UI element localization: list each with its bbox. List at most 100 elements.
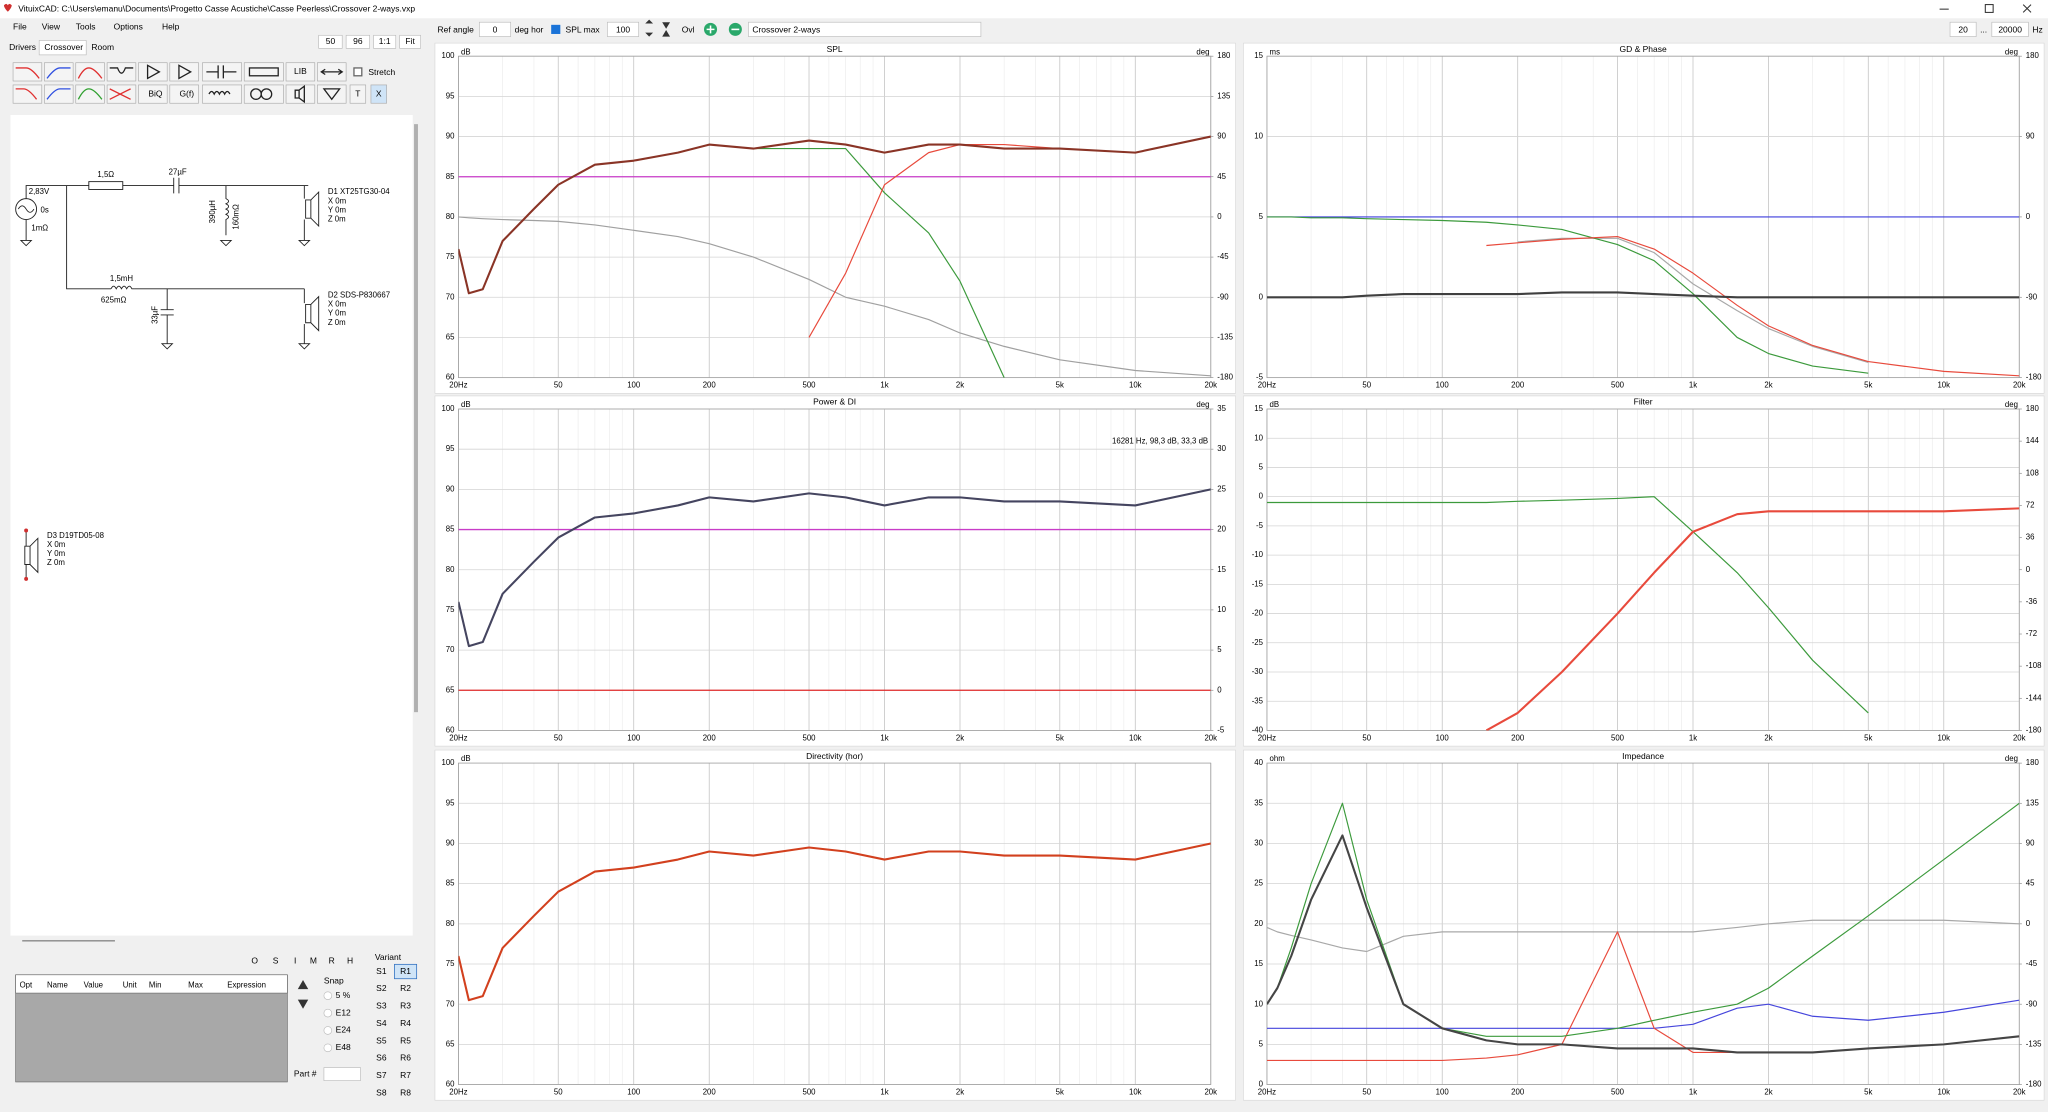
menu-item[interactable]: View bbox=[42, 22, 61, 32]
variant-selected[interactable] bbox=[394, 963, 418, 980]
opt-button[interactable]: I bbox=[294, 955, 296, 965]
menu-item[interactable]: Tools bbox=[76, 22, 96, 32]
opt-button[interactable]: H bbox=[347, 955, 353, 965]
tool-button[interactable] bbox=[75, 62, 105, 82]
zoom-value[interactable]: 1:1 bbox=[379, 36, 391, 46]
tool-button[interactable] bbox=[106, 62, 137, 82]
chart-panel bbox=[434, 749, 1236, 1101]
sort-icon[interactable] bbox=[662, 22, 671, 37]
zoom-value[interactable]: Fit bbox=[405, 36, 415, 46]
terminal bbox=[24, 576, 29, 581]
zoom-input[interactable] bbox=[318, 34, 343, 49]
active-tab[interactable] bbox=[38, 40, 87, 56]
spl-max-checkbox[interactable] bbox=[551, 24, 561, 34]
tool-button[interactable] bbox=[75, 84, 105, 104]
variant-button[interactable]: S6 bbox=[376, 1053, 387, 1063]
maximize-button[interactable] bbox=[1984, 4, 1994, 13]
menu-item[interactable]: Help bbox=[162, 22, 180, 32]
schematic-area[interactable] bbox=[10, 114, 413, 936]
zoom-button[interactable] bbox=[373, 34, 397, 49]
button-label[interactable]: X bbox=[376, 88, 382, 98]
variant-button[interactable]: S4 bbox=[376, 1018, 387, 1028]
y2-tick-label: 90 bbox=[1217, 132, 1226, 141]
variant-button[interactable]: R5 bbox=[400, 1035, 411, 1045]
y-tick-label: 95 bbox=[446, 444, 455, 453]
ref-angle-input[interactable] bbox=[479, 21, 512, 37]
spin-icon[interactable] bbox=[645, 19, 654, 37]
variant-button[interactable]: S5 bbox=[376, 1035, 387, 1045]
tool-button[interactable] bbox=[138, 62, 168, 82]
radio[interactable] bbox=[323, 1043, 333, 1053]
fmax-input[interactable] bbox=[1991, 21, 2029, 37]
y2-tick-label: 25 bbox=[1217, 484, 1226, 493]
button-label[interactable]: G(f) bbox=[179, 88, 194, 98]
opt-button[interactable]: S bbox=[273, 955, 279, 965]
fmin-input[interactable] bbox=[1949, 21, 1977, 37]
button-label[interactable]: T bbox=[355, 88, 360, 98]
tool-button[interactable] bbox=[317, 84, 347, 104]
tool-button[interactable] bbox=[169, 62, 199, 82]
menu-item[interactable]: File bbox=[13, 22, 27, 32]
driver-name[interactable]: D1 XT25TG30-04 bbox=[328, 187, 390, 196]
label: Part # bbox=[294, 1068, 317, 1078]
zoom-input[interactable] bbox=[345, 34, 370, 49]
opt-button[interactable]: M bbox=[310, 955, 317, 965]
window-title: VituixCAD: C:\Users\emanu\Documents\Prog… bbox=[18, 3, 415, 13]
scrollbar[interactable] bbox=[414, 124, 418, 713]
y-unit: dB bbox=[461, 47, 471, 56]
variant-button[interactable]: S1 bbox=[376, 966, 387, 976]
part-input[interactable] bbox=[323, 1067, 361, 1081]
y-tick-label: -35 bbox=[1252, 696, 1264, 705]
spl-max-input[interactable] bbox=[607, 21, 640, 37]
variant-button[interactable]: R4 bbox=[400, 1018, 411, 1028]
driver-name[interactable]: D3 D19TD05-08 bbox=[47, 531, 105, 540]
tool-button[interactable] bbox=[12, 62, 43, 82]
y-tick-label: 5 bbox=[1259, 463, 1264, 472]
button-label[interactable]: BiQ bbox=[148, 88, 163, 98]
variant-button[interactable]: R7 bbox=[400, 1070, 411, 1080]
variant-button[interactable]: S3 bbox=[376, 1001, 387, 1011]
tool-button[interactable] bbox=[285, 62, 316, 82]
tab[interactable]: Drivers bbox=[9, 42, 36, 52]
variant-button[interactable]: S2 bbox=[376, 983, 387, 993]
tool-button[interactable] bbox=[44, 62, 74, 82]
tool-button[interactable] bbox=[202, 84, 242, 104]
zoom-button[interactable] bbox=[399, 34, 421, 49]
variant-button[interactable]: S8 bbox=[376, 1087, 387, 1097]
driver-name[interactable]: D2 SDS-P830667 bbox=[328, 290, 390, 299]
stretch-checkbox[interactable] bbox=[353, 67, 363, 77]
tool-button[interactable] bbox=[370, 84, 387, 104]
tool-button[interactable] bbox=[349, 84, 367, 104]
variant-button[interactable]: R1 bbox=[400, 966, 411, 976]
plot-lines bbox=[458, 842, 1211, 1002]
button-label[interactable]: LIB bbox=[294, 66, 307, 76]
radio[interactable] bbox=[323, 1008, 333, 1018]
tool-button[interactable] bbox=[169, 84, 199, 104]
close-button[interactable] bbox=[2022, 4, 2032, 13]
name-input[interactable] bbox=[748, 21, 982, 37]
opt-button[interactable]: R bbox=[329, 955, 335, 965]
variant-button[interactable]: R2 bbox=[400, 983, 411, 993]
tool-button[interactable] bbox=[44, 84, 74, 104]
variant-button[interactable]: R6 bbox=[400, 1053, 411, 1063]
opt-button[interactable]: O bbox=[251, 955, 258, 965]
variant-button[interactable]: R8 bbox=[400, 1087, 411, 1097]
tool-button[interactable] bbox=[138, 84, 168, 104]
tab[interactable]: Room bbox=[91, 42, 114, 52]
move-buttons[interactable] bbox=[297, 980, 309, 1009]
zoom-value[interactable]: 50 bbox=[326, 36, 336, 46]
variant-button[interactable]: R3 bbox=[400, 1001, 411, 1011]
menu-item[interactable]: Options bbox=[114, 22, 143, 32]
wire-icon bbox=[320, 68, 344, 76]
tool-button[interactable] bbox=[243, 84, 284, 104]
tool-button[interactable] bbox=[12, 84, 43, 104]
variant-button[interactable]: S7 bbox=[376, 1070, 387, 1080]
radio[interactable] bbox=[323, 991, 333, 1000]
chart: Directivity (hor) dB 20Hz 50 100 200 500 1k 2k 5k… bbox=[434, 749, 1236, 1101]
zoom-value[interactable]: 96 bbox=[353, 36, 363, 46]
tool-button[interactable] bbox=[285, 84, 316, 104]
tool-button[interactable] bbox=[202, 62, 242, 82]
tab[interactable]: Crossover bbox=[44, 42, 83, 52]
radio[interactable] bbox=[323, 1026, 333, 1035]
x-tick-label: 20k bbox=[1204, 381, 1217, 390]
